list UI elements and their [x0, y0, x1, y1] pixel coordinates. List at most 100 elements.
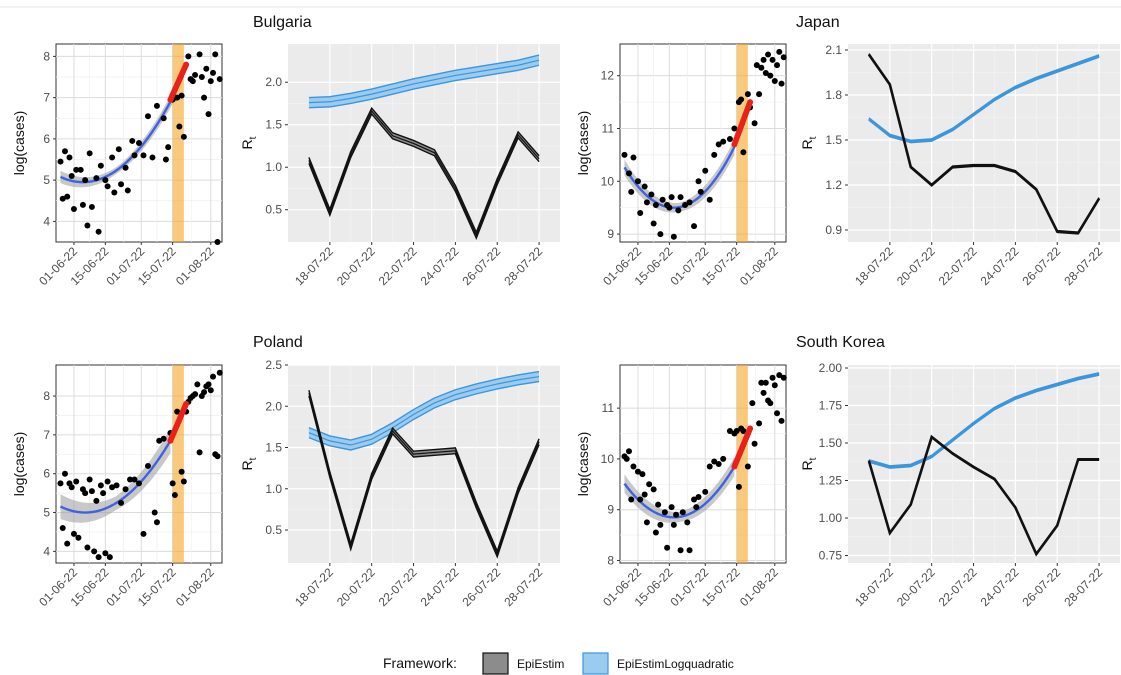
- observed-point: [657, 231, 664, 238]
- projection-point: [747, 99, 754, 106]
- y-tick-label: 8: [43, 389, 50, 403]
- series-line: [867, 53, 1101, 235]
- observed-point: [630, 154, 637, 161]
- observed-point: [691, 223, 698, 230]
- observed-point: [625, 448, 632, 455]
- observed-point: [160, 115, 167, 122]
- observed-point: [778, 80, 785, 87]
- observed-point: [88, 203, 95, 210]
- observed-point: [140, 152, 147, 159]
- x-tick-label: 20-07-22: [894, 565, 938, 609]
- observed-point: [691, 496, 698, 503]
- projection-window-band: [736, 44, 748, 242]
- projection-window-band: [736, 365, 748, 563]
- observed-point: [68, 173, 75, 179]
- observed-point: [780, 374, 787, 381]
- observed-point: [673, 511, 680, 518]
- observed-point: [70, 530, 77, 537]
- x-tick-label: 20-07-22: [334, 244, 378, 288]
- observed-point: [210, 69, 217, 76]
- projection-window-band: [172, 44, 184, 242]
- observed-point: [711, 458, 718, 465]
- x-tick-label: 26-07-22: [1019, 565, 1063, 609]
- y-tick-label: 1.5: [265, 441, 282, 455]
- series-upper-line: [308, 54, 540, 99]
- observed-point: [131, 476, 138, 483]
- x-tick-label: 20-07-22: [894, 244, 938, 288]
- observed-point: [153, 102, 160, 109]
- observed-point: [61, 148, 68, 155]
- series-line: [868, 372, 1100, 469]
- observed-point: [149, 154, 156, 161]
- observed-point: [695, 494, 702, 500]
- observed-point: [715, 141, 722, 148]
- observed-point: [68, 484, 75, 491]
- observed-point: [751, 120, 758, 127]
- x-tick-label: 22-07-22: [376, 244, 420, 288]
- observed-point: [641, 183, 648, 190]
- y-tick-label: 1.2: [825, 178, 842, 192]
- observed-point: [670, 521, 677, 528]
- observed-point: [194, 381, 201, 388]
- y-tick-label: 1.75: [819, 399, 843, 413]
- observed-point: [136, 140, 142, 146]
- observed-point: [59, 195, 66, 202]
- y-tick-label: 7: [43, 428, 50, 442]
- chart-panels: Bulgaria4567801-06-2215-06-2201-07-2215-…: [11, 14, 1120, 609]
- observed-point: [643, 519, 650, 526]
- x-tick-label: 28-07-22: [1061, 565, 1105, 609]
- observed-point: [174, 408, 181, 415]
- y-tick-label: 1.25: [819, 474, 843, 488]
- series-epiestimlogquadratic: [308, 370, 540, 451]
- observed-point: [88, 488, 95, 495]
- y-tick-label: 2.0: [265, 399, 282, 413]
- country-title: South Korea: [796, 334, 885, 351]
- projection-point: [183, 61, 190, 68]
- observed-point: [82, 490, 89, 497]
- observed-point: [720, 455, 727, 462]
- legend-label-epiestim: EpiEstim: [517, 657, 564, 671]
- observed-point: [214, 239, 221, 245]
- x-tick-label: 01-08-22: [737, 244, 781, 288]
- observed-point: [205, 381, 212, 388]
- observed-point: [111, 189, 118, 196]
- observed-point: [122, 486, 129, 493]
- observed-point: [758, 64, 765, 71]
- series-lower-line: [308, 380, 540, 451]
- observed-point: [767, 400, 774, 407]
- observed-point: [192, 391, 199, 398]
- y-tick-label: 1.50: [819, 436, 843, 450]
- cases-panel: 89101101-06-2215-06-2201-07-2215-07-2201…: [575, 364, 787, 609]
- panel-background: [619, 43, 787, 243]
- legend-key-epiestim: [482, 652, 509, 675]
- x-tick-label: 26-07-22: [459, 565, 503, 609]
- y-tick-label: 1.5: [265, 118, 282, 132]
- observed-point: [59, 525, 66, 532]
- series-upper-line: [308, 106, 540, 235]
- observed-point: [702, 488, 709, 495]
- observed-point: [75, 534, 82, 541]
- observed-point: [97, 482, 104, 489]
- observed-point: [679, 509, 686, 516]
- observed-point: [646, 481, 653, 488]
- panel-background: [288, 365, 560, 563]
- y-axis-label: log(cases): [11, 432, 27, 497]
- fit-curve: [623, 146, 736, 209]
- series-line: [308, 375, 540, 446]
- observed-point: [140, 530, 147, 537]
- country-title: Japan: [796, 14, 840, 31]
- observed-point: [57, 158, 64, 165]
- x-tick-label: 24-07-22: [978, 244, 1022, 288]
- x-tick-label: 24-07-22: [978, 565, 1022, 609]
- observed-point: [637, 496, 644, 503]
- country-title: Bulgaria: [253, 14, 312, 31]
- cases-panel: 910111201-06-2215-06-2201-07-2215-07-220…: [575, 43, 787, 288]
- observed-point: [738, 96, 745, 103]
- observed-point: [659, 196, 666, 203]
- y-tick-label: 10: [601, 174, 615, 188]
- observed-point: [70, 206, 77, 212]
- y-axis-label: log(cases): [11, 111, 27, 176]
- observed-point: [628, 496, 635, 503]
- series-line: [308, 110, 540, 237]
- country-title: Poland: [253, 334, 303, 351]
